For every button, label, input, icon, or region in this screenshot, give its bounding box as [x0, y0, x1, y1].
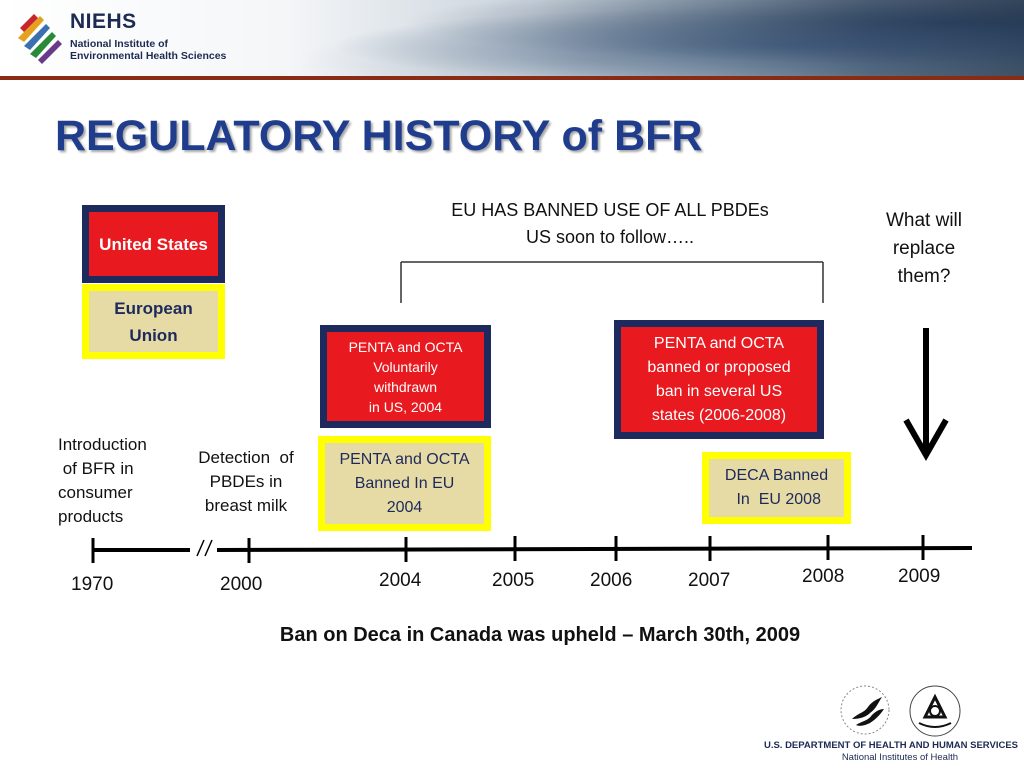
event-us-2006-2008-line-2: banned or proposed — [647, 358, 791, 376]
year-label-2008: 2008 — [802, 566, 845, 587]
event-us-2006-2008: PENTA and OCTA banned or proposed ban in… — [614, 320, 824, 439]
introduction-note-line-1: Introduction — [58, 435, 147, 454]
legend-eu-label: European Union — [89, 291, 218, 352]
eu-ban-note: EU HAS BANNED USE OF ALL PBDEs US soon t… — [380, 197, 840, 251]
event-eu-2004-line-3: 2004 — [386, 498, 423, 516]
banner-photo — [250, 0, 1024, 76]
event-eu-2004-line-2: Banned In EU — [354, 474, 455, 492]
canada-ban-note: Ban on Deca in Canada was upheld – March… — [279, 624, 801, 646]
event-us-2004-line-3: withdrawn — [373, 378, 437, 395]
event-eu-2008-line-2: In EU 2008 — [732, 491, 821, 508]
introduction-note-line-3: consumer — [58, 483, 133, 502]
replacement-question-line-2: replace — [892, 238, 956, 259]
axis-break-icon — [196, 539, 205, 557]
year-label-2000: 2000 — [220, 574, 263, 595]
legend-european-union: European Union — [82, 284, 225, 359]
detection-note-line-2: PBDEs in — [209, 472, 283, 491]
event-eu-2004: PENTA and OCTA Banned In EU 2004 — [318, 436, 491, 531]
niehs-logo-icon — [18, 14, 62, 64]
introduction-note-line-4: products — [58, 507, 124, 526]
eu-ban-note-line-2: US soon to follow….. — [525, 227, 695, 247]
year-label-2009: 2009 — [898, 566, 941, 587]
org-name-line-1: National Institute of — [70, 38, 168, 50]
eu-ban-note-line-1: EU HAS BANNED USE OF ALL PBDEs — [451, 200, 769, 220]
down-arrow-icon — [903, 328, 949, 462]
org-name-line-2: Environmental Health Sciences — [70, 50, 227, 62]
replacement-question-line-3: them? — [897, 266, 951, 287]
hhs-seal-icon — [840, 685, 890, 735]
replacement-question-line-1: What will — [885, 210, 962, 231]
introduction-note: Introduction of BFR in consumer products — [58, 433, 178, 529]
org-acronym: NIEHS — [70, 10, 137, 33]
event-us-2004-line-1: PENTA and OCTA — [348, 338, 463, 355]
detection-note-line-3: breast milk — [204, 496, 288, 515]
year-label-2004: 2004 — [379, 570, 422, 591]
event-eu-2008: DECA Banned In EU 2008 — [702, 452, 851, 524]
event-us-2006-2008-line-4: states (2006-2008) — [651, 406, 787, 424]
banner-rule — [0, 76, 1024, 80]
event-us-2004: PENTA and OCTA Voluntarily withdrawn in … — [320, 325, 491, 428]
event-us-2006-2008-line-3: ban in several US — [655, 382, 783, 400]
timeline-axis — [92, 539, 973, 557]
page-title: REGULATORY HISTORY of BFR — [55, 112, 703, 160]
eu-ban-bracket — [400, 261, 824, 303]
event-eu-2004-line-1: PENTA and OCTA — [339, 450, 470, 468]
year-label-1970: 1970 — [71, 574, 114, 595]
nih-seal-icon — [909, 685, 961, 737]
footer-department: U.S. DEPARTMENT OF HEALTH AND HUMAN SERV… — [763, 740, 1018, 751]
year-label-2007: 2007 — [688, 570, 731, 591]
event-eu-2008-line-1: DECA Banned — [724, 467, 829, 484]
legend-united-states: United States — [82, 205, 225, 283]
detection-note: Detection of PBDEs in breast milk — [183, 446, 309, 518]
year-label-2006: 2006 — [590, 570, 633, 591]
event-us-2004-line-2: Voluntarily — [373, 358, 438, 375]
event-us-2006-2008-line-1: PENTA and OCTA — [653, 334, 785, 352]
footer-nih: National Institutes of Health — [841, 752, 958, 763]
detection-note-line-1: Detection of — [198, 448, 294, 467]
introduction-note-line-2: of BFR in — [58, 459, 134, 478]
replacement-question: What will replace them? — [860, 207, 988, 291]
year-label-2005: 2005 — [492, 570, 535, 591]
legend-us-label: United States — [89, 212, 218, 276]
timeline-ticks — [91, 535, 925, 563]
header-banner: NIEHS National Institute of Environmenta… — [0, 0, 1024, 76]
event-us-2004-line-4: in US, 2004 — [368, 398, 443, 415]
